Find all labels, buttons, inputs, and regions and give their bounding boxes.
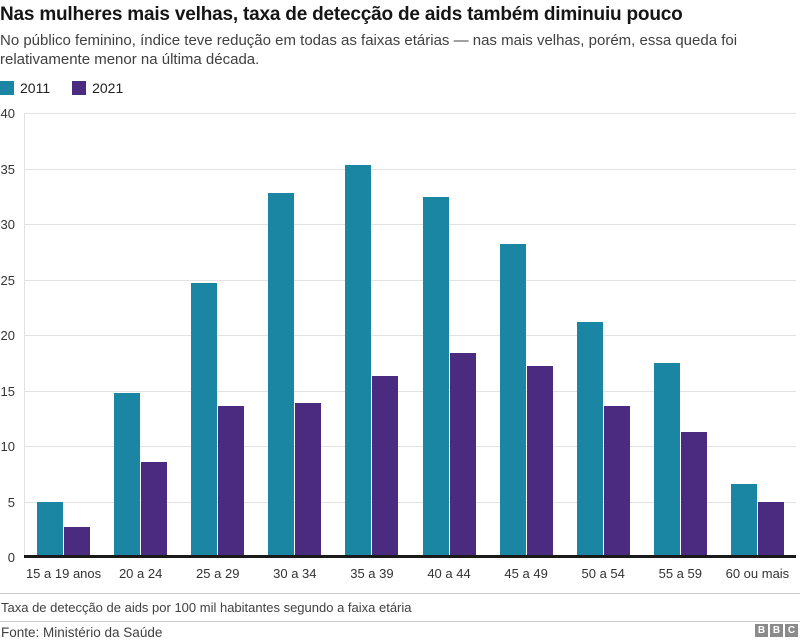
- bar-2021-55-a-59: [680, 431, 707, 557]
- bar-2021-35-a-39: [372, 376, 399, 557]
- bar-2011-60-ou-mais: [730, 483, 757, 557]
- plot-area: 0 5 10 15 20 25 30 35 40: [0, 106, 800, 565]
- bar-2011-20-a-24: [114, 392, 141, 557]
- gridline-40: [24, 113, 796, 114]
- y-tick-label-0: 0: [7, 550, 15, 565]
- x-tick-label-55-a-59: 55 a 59: [658, 566, 702, 581]
- x-tick-label-35-a-39: 35 a 39: [350, 566, 394, 581]
- x-tick-label-20-a-24: 20 a 24: [118, 566, 163, 581]
- x-tick-label-50-a-54: 50 a 54: [581, 566, 625, 581]
- bar-2021-30-a-34: [295, 402, 322, 557]
- bar-group-35-a-39: [333, 113, 410, 557]
- bar-2011-30-a-34: [268, 192, 295, 557]
- gridline-20: [24, 335, 796, 336]
- y-tick-label-20: 20: [0, 328, 15, 343]
- bar-group-60-ou-mais: [719, 113, 796, 557]
- legend-label-2021: 2021: [92, 80, 124, 96]
- bar-2021-45-a-49: [526, 366, 553, 557]
- bbc-logo-letter: C: [785, 624, 798, 637]
- source-divider: [0, 621, 800, 622]
- legend: 2011 2021: [0, 80, 800, 96]
- bar-group-50-a-54: [565, 113, 642, 557]
- x-tick-label-40-a-44: 40 a 44: [427, 566, 471, 581]
- bar-group-30-a-34: [256, 113, 333, 557]
- bar-group-25-a-29: [179, 113, 256, 557]
- legend-swatch-2021: [72, 81, 87, 95]
- x-axis-baseline: [24, 555, 796, 558]
- bar-group-45-a-49: [488, 113, 565, 557]
- legend-swatch-2011: [0, 81, 14, 95]
- source-line: Fonte: Ministério da Saúde: [1, 625, 163, 640]
- y-tick-label-35: 35: [0, 161, 15, 177]
- y-tick-label-30: 30: [0, 217, 15, 232]
- y-tick-label-25: 25: [0, 272, 15, 288]
- x-tick-label-45-a-49: 45 a 49: [504, 566, 548, 581]
- bar-group-20-a-24: [102, 113, 179, 557]
- x-axis-labels: 15 a 19 anos 20 a 24 25 a 29 30 a 34 35 a 39…: [25, 566, 796, 581]
- chart-title: Nas mulheres mais velhas, taxa de detecç…: [0, 4, 683, 25]
- bars-container: [25, 113, 796, 557]
- bbc-logo-letter: B: [755, 624, 768, 637]
- footnote-divider: [0, 593, 800, 594]
- bar-2011-15-a-19-anos: [37, 501, 64, 557]
- gridline-15: [24, 390, 796, 392]
- bar-2021-50-a-54: [603, 406, 630, 557]
- y-tick-label-10: 10: [0, 439, 15, 454]
- bar-2021-40-a-44: [449, 352, 476, 557]
- x-tick-label-30-a-34: 30 a 34: [273, 566, 317, 581]
- bar-2011-55-a-59: [653, 362, 680, 557]
- bar-2021-60-ou-mais: [757, 501, 784, 557]
- gridline-35: [24, 168, 796, 170]
- y-tick-label-40: 40: [0, 106, 15, 121]
- bbc-logo-letter: B: [770, 624, 783, 637]
- gridline-5: [24, 501, 796, 503]
- bbc-logo: B B C: [755, 624, 798, 637]
- bar-2011-25-a-29: [191, 282, 218, 557]
- bar-group-15-a-19-anos: [25, 113, 102, 557]
- bar-2021-15-a-19-anos: [64, 527, 91, 557]
- bar-2021-25-a-29: [218, 406, 245, 557]
- bar-2011-50-a-54: [576, 321, 603, 557]
- bar-2011-45-a-49: [499, 243, 526, 557]
- legend-item-2021: 2021: [72, 80, 123, 96]
- gridline-25: [24, 279, 796, 281]
- legend-label-2011: 2011: [20, 80, 51, 96]
- bar-group-55-a-59: [642, 113, 719, 557]
- bar-2011-35-a-39: [345, 165, 372, 557]
- legend-item-2011: 2011: [0, 80, 50, 96]
- gridline-30: [24, 224, 796, 225]
- x-tick-label-60-ou-mais: 60 ou mais: [725, 566, 790, 581]
- bar-2021-20-a-24: [141, 461, 168, 557]
- bar-group-40-a-44: [410, 113, 487, 557]
- y-axis-line: [24, 113, 25, 557]
- gridline-10: [24, 446, 796, 447]
- x-tick-label-15-a-19-anos: 15 a 19 anos: [25, 566, 102, 581]
- x-tick-label-25-a-29: 25 a 29: [196, 566, 240, 581]
- footnote: Taxa de detecção de aids por 100 mil hab…: [1, 600, 412, 615]
- chart-subtitle: No público feminino, índice teve redução…: [0, 32, 738, 68]
- y-tick-label-5: 5: [7, 494, 15, 510]
- bar-2011-40-a-44: [422, 197, 449, 557]
- y-tick-label-15: 15: [0, 383, 15, 399]
